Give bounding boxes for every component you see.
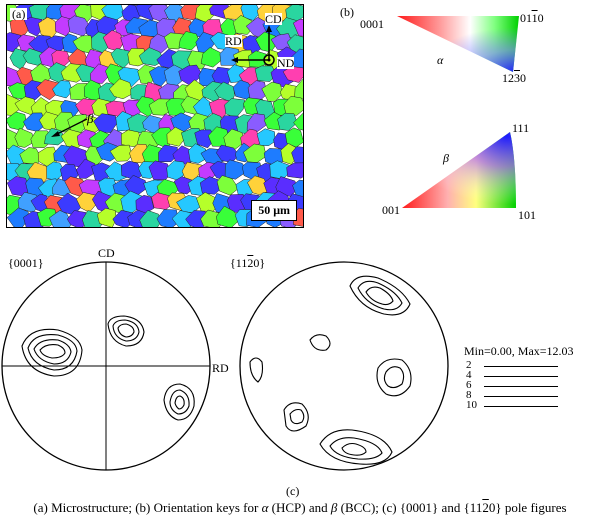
beta-pointer-arrow — [51, 118, 88, 137]
grain — [209, 5, 229, 19]
grain — [23, 17, 44, 37]
beta-symbol: β — [443, 151, 449, 165]
cd-axis-label: CD — [265, 12, 282, 26]
grain — [216, 205, 241, 227]
grain — [277, 112, 298, 131]
grain — [294, 78, 303, 100]
alpha-ipf-triangle — [397, 16, 519, 72]
grain — [96, 207, 117, 227]
grain — [283, 95, 303, 116]
panel-b-label: (b) — [340, 5, 354, 19]
grain — [178, 31, 200, 51]
grain — [76, 158, 96, 179]
grain — [66, 210, 89, 227]
grain — [188, 143, 207, 164]
panel-a-label: (a) — [10, 7, 28, 21]
beta-phase-label: β — [87, 111, 94, 126]
microstructure-map: (a) CD RD ND β 50 μm — [6, 4, 304, 228]
legend-level-line — [484, 366, 558, 367]
grain — [156, 209, 180, 227]
pf2-title: {1120} — [230, 256, 266, 270]
grain — [22, 47, 45, 66]
grain — [48, 210, 73, 227]
beta-key-corner-101: 101 — [518, 208, 536, 222]
grain — [216, 175, 239, 196]
grain — [14, 127, 35, 148]
alpha-symbol: α — [437, 53, 444, 67]
grain — [151, 192, 171, 210]
legend-level-label: 2 — [466, 359, 472, 371]
grain — [139, 210, 162, 227]
legend-range: Min=0.00, Max=12.03 — [464, 344, 574, 358]
grain — [282, 66, 303, 83]
beta-key-corner-111: 111 — [512, 121, 530, 135]
grain — [292, 179, 303, 200]
grain — [166, 126, 186, 147]
legend-level: 8 — [466, 389, 576, 401]
legend-level-label: 4 — [466, 369, 472, 381]
rd-axis-label: RD — [225, 34, 242, 48]
pf1-rd-label: RD — [212, 361, 229, 375]
grain — [224, 159, 249, 180]
grain — [108, 78, 134, 100]
grain — [256, 128, 276, 146]
grain — [185, 210, 207, 227]
legend-level-line — [484, 386, 558, 387]
alpha-key-corner-0001: 0001 — [360, 17, 384, 31]
legend-level-line — [484, 376, 558, 377]
alpha-key-corner-12-30: 1230 — [502, 71, 526, 85]
axis-triad-icon — [231, 25, 275, 66]
pole-figures-svg — [1, 261, 449, 471]
grain — [292, 18, 303, 37]
pole-figure-0001 — [1, 261, 211, 471]
grain — [254, 65, 277, 82]
legend-level: 6 — [466, 379, 576, 391]
legend-level: 4 — [466, 369, 576, 381]
beta-ipf-triangle — [402, 132, 516, 208]
scale-bar: 50 μm — [251, 200, 297, 221]
legend-level-label: 6 — [466, 379, 472, 391]
panel-c-label: (c) — [286, 484, 300, 498]
pole-figure-11-20 — [239, 261, 449, 471]
grain — [286, 162, 303, 179]
grain — [247, 175, 270, 195]
grain — [121, 129, 142, 148]
beta-key-corner-001: 001 — [382, 203, 400, 217]
grain — [7, 32, 22, 53]
pf1-title: {0001} — [8, 256, 44, 270]
grain-map-svg — [7, 5, 303, 227]
grain — [293, 112, 303, 131]
pf1-cd-label: CD — [98, 246, 115, 260]
figure-caption: (a) Microstructure; (b) Orientation keys… — [33, 500, 567, 515]
grain — [158, 144, 178, 163]
grain — [200, 47, 225, 68]
grain — [7, 207, 30, 227]
nd-axis-label: ND — [277, 56, 295, 70]
legend-level: 2 — [466, 359, 576, 371]
grain — [127, 48, 147, 67]
legend-level-line — [484, 406, 558, 407]
grain — [52, 80, 73, 99]
grain — [246, 113, 267, 132]
legend-level-label: 10 — [466, 399, 477, 411]
legend-level: 10 — [466, 399, 576, 411]
grain — [109, 144, 133, 162]
alpha-key-corner-01-10: 0110 — [520, 11, 544, 25]
legend-level-label: 8 — [466, 389, 472, 401]
legend-level-line — [484, 396, 558, 397]
